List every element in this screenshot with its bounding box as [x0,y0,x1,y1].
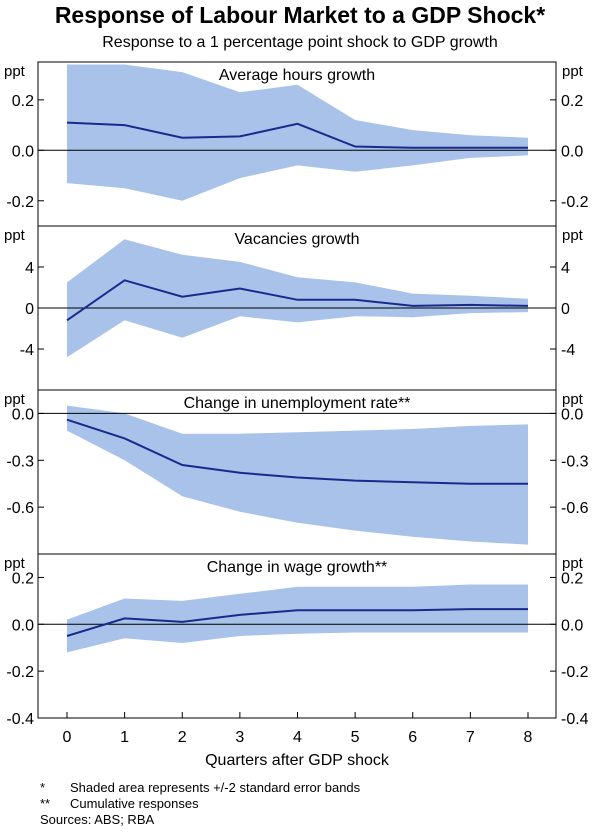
panel-4-right-tick-label: -0.4 [561,711,589,728]
x-tick-label: 0 [63,729,72,746]
panel-3-right-tick-label: -0.3 [561,453,589,470]
panel-1-title: Average hours growth [219,67,375,84]
x-tick-label: 7 [466,729,475,746]
panel-1-left-unit: ppt [4,63,26,80]
panel-2-error-band [67,239,528,358]
panel-2-right-tick-label: 0 [561,301,570,318]
chart-title: Response of Labour Market to a GDP Shock… [54,2,546,28]
panel-1-series-line [66,121,528,149]
panel-3-right-tick-label: -0.6 [561,500,589,517]
panel-1-right-tick-label: 0.2 [561,93,583,110]
panel-2-left-tick-label: 0 [25,301,34,318]
panel-1-left-tick-label: 0.0 [12,143,34,160]
panel-3-title: Change in unemployment rate** [184,395,411,412]
x-tick-label: 5 [351,729,360,746]
panel-4-left-unit: ppt [4,555,26,572]
footnote-1: * Shaded area represents +/-2 standard e… [40,780,360,796]
panel-2-title: Vacancies growth [234,231,359,248]
chart-subtitle: Response to a 1 percentage point shock t… [102,34,498,51]
panel-3-right-unit: ppt [562,391,584,408]
footnote-1-mark: * [40,780,46,795]
footnote-2: ** Cumulative responses [40,796,360,812]
panel-1-right-unit: ppt [562,63,584,80]
panel-2-right-tick-label: -4 [561,342,575,359]
panel-4-right-unit: ppt [562,555,584,572]
panel-2-series-line [66,279,529,322]
footnote-1-text: Shaded area represents +/-2 standard err… [70,780,361,795]
x-tick-label: 2 [178,729,187,746]
panel-3-series-line [66,418,528,485]
footnotes: * Shaded area represents +/-2 standard e… [40,780,360,828]
panel-1-left-tick-label: 0.2 [12,93,34,110]
panel-4-error-band [67,584,528,653]
panel-4-left-tick-label: 0.2 [12,570,34,587]
panel-3-left-unit: ppt [4,391,26,408]
footnote-2-mark: ** [40,796,51,811]
panel-2-right-tick-label: 4 [561,260,570,277]
panel-4-left-tick-label: -0.2 [6,664,34,681]
x-tick-label: 6 [408,729,417,746]
panel-2-left-tick-label: -4 [20,342,34,359]
panel-3-error-band [67,405,528,545]
panel-4-right-tick-label: -0.2 [561,664,589,681]
x-tick-label: 3 [235,729,244,746]
x-tick-label: 8 [524,729,533,746]
panel-4-left-tick-label: 0.0 [12,617,34,634]
panel-2-right-unit: ppt [562,227,584,244]
panel-1-left-tick-label: -0.2 [6,194,34,211]
sources: Sources: ABS; RBA [40,812,155,827]
panel-4-right-tick-label: 0.0 [561,617,583,634]
panel-4-series-line [66,608,528,637]
panel-1-right-tick-label: -0.2 [561,194,589,211]
panel-4-title: Change in wage growth** [207,559,388,576]
footnote-2-text: Cumulative responses [70,796,199,811]
panel-3-right-tick-label: 0.0 [561,406,583,423]
panel-1-right-tick-label: 0.0 [561,143,583,160]
x-tick-label: 4 [293,729,302,746]
panel-3-left-tick-label: -0.3 [6,453,34,470]
panel-1-error-band [67,64,528,201]
panel-2-left-unit: ppt [4,227,26,244]
panel-3-left-tick-label: 0.0 [12,406,34,423]
panel-4-right-tick-label: 0.2 [561,570,583,587]
panel-3-left-tick-label: -0.6 [6,500,34,517]
panel-4-left-tick-label: -0.4 [6,711,34,728]
panel-2-left-tick-label: 4 [25,260,34,277]
x-tick-label: 1 [120,729,129,746]
x-axis-label: Quarters after GDP shock [205,752,390,769]
